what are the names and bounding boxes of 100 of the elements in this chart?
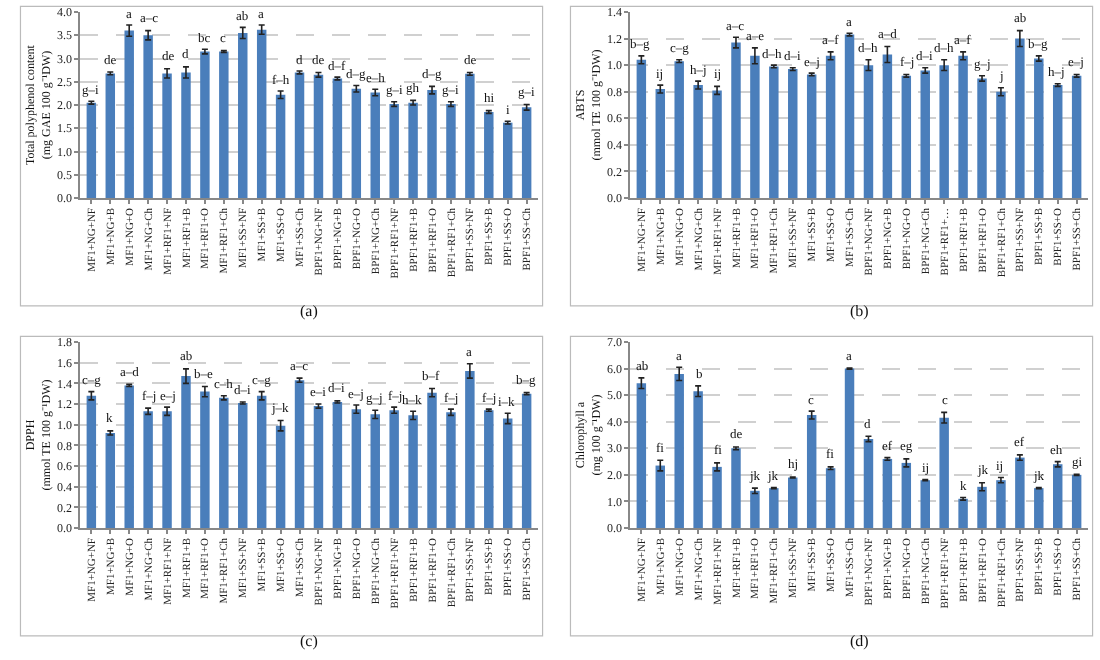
text: (d) [850, 632, 870, 650]
bar [484, 410, 494, 528]
bar [655, 89, 666, 198]
text: (c) [300, 632, 319, 650]
bar [446, 412, 456, 528]
bar [863, 438, 874, 528]
bar [389, 410, 399, 528]
bar [712, 466, 722, 528]
bar [181, 376, 191, 528]
bar [636, 383, 647, 528]
bar [200, 391, 210, 528]
bar [181, 72, 191, 198]
bar [313, 406, 324, 528]
bar [351, 88, 362, 198]
bar [124, 385, 134, 528]
bar [958, 55, 968, 198]
bar [389, 104, 399, 198]
bar [143, 35, 153, 198]
bar [825, 468, 836, 528]
bar [484, 111, 494, 198]
bar [219, 397, 229, 528]
bar [996, 91, 1006, 198]
bar [806, 415, 817, 528]
bar [1071, 474, 1082, 528]
bar [332, 401, 343, 528]
bar [521, 107, 532, 198]
bar [1034, 488, 1044, 528]
bar [636, 59, 647, 198]
bar [1015, 38, 1025, 198]
bar [370, 414, 380, 528]
bar [256, 29, 267, 198]
bar [1052, 464, 1063, 528]
bar [408, 415, 418, 528]
bar [294, 380, 305, 528]
bar [806, 74, 817, 198]
bar [294, 72, 305, 198]
bar [105, 73, 116, 198]
bar [882, 54, 893, 198]
bar [86, 395, 97, 528]
text: (a) [300, 302, 319, 320]
bar [162, 73, 172, 198]
bar [219, 51, 229, 198]
bar [521, 393, 532, 528]
bar [370, 92, 380, 198]
bar [351, 409, 362, 528]
bar [750, 55, 760, 198]
bar [731, 42, 741, 198]
bar [446, 104, 456, 198]
bar [143, 411, 153, 528]
bar [788, 477, 798, 528]
bar [882, 458, 893, 528]
bar [200, 51, 210, 198]
bar [844, 368, 855, 528]
bar [901, 75, 912, 198]
bar [674, 61, 684, 198]
bar [502, 418, 513, 528]
bar [674, 373, 684, 528]
bar [1052, 85, 1063, 198]
bar [1015, 457, 1025, 528]
text: (b) [850, 302, 870, 320]
bar [977, 486, 987, 528]
bar [465, 370, 475, 528]
bar [693, 85, 703, 198]
bar [105, 432, 116, 528]
bar [920, 70, 930, 198]
bar [427, 392, 437, 528]
bar [124, 30, 134, 198]
bar [502, 122, 513, 198]
bar [712, 90, 722, 198]
bar [939, 417, 949, 528]
bar [427, 90, 437, 198]
bar [655, 465, 666, 528]
bar [1034, 58, 1044, 198]
bar [1071, 75, 1082, 198]
bar [238, 402, 248, 528]
bar [863, 65, 874, 198]
bar [332, 78, 343, 198]
bar [731, 448, 741, 528]
bar [256, 395, 267, 528]
bar [788, 69, 798, 198]
bar [769, 66, 779, 198]
bar [275, 425, 286, 528]
bar [844, 34, 855, 198]
bar [769, 488, 779, 528]
bar [977, 78, 987, 198]
bar [825, 55, 836, 198]
bar [162, 411, 172, 528]
bar [86, 102, 97, 198]
bar [408, 102, 418, 198]
bar [958, 498, 968, 528]
bar [996, 480, 1006, 528]
bar [275, 94, 286, 198]
bar [939, 65, 949, 198]
bar [465, 73, 475, 198]
bar [750, 490, 760, 528]
bar [901, 462, 912, 528]
bar [238, 32, 248, 198]
bar [920, 480, 930, 528]
bar [313, 74, 324, 198]
bar [693, 391, 703, 528]
